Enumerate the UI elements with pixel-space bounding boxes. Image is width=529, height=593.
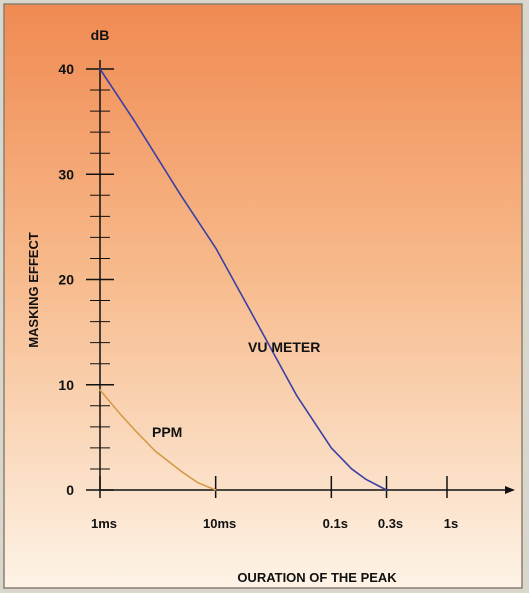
series-line-ppm [99, 389, 217, 491]
x-tick-label: 0.3s [378, 516, 403, 531]
x-tick-label: 0.1s [323, 516, 348, 531]
y-tick-label: 30 [58, 166, 74, 182]
y-unit-label: dB [91, 27, 110, 43]
y-tick-label: 10 [58, 377, 74, 393]
x-axis-arrow [505, 486, 515, 494]
series-label-vu-meter: VU METER [248, 339, 320, 355]
x-tick-label: 1ms [91, 516, 117, 531]
y-axis-label: MASKING EFFECT [26, 232, 41, 348]
x-tick-label: 10ms [203, 516, 236, 531]
x-tick-label: 1s [444, 516, 458, 531]
chart-panel [3, 3, 523, 589]
x-axis-label: OURATION OF THE PEAK [237, 570, 397, 585]
series-label-ppm: PPM [152, 424, 182, 440]
tick-marks: 0 10 20 30 40 1ms 10ms 0.1s 0.3s 1s [58, 61, 458, 531]
y-tick-label: 40 [58, 61, 74, 77]
y-tick-label: 20 [58, 272, 74, 288]
series-lines [99, 68, 388, 491]
y-tick-label: 0 [66, 482, 74, 498]
series-line-vu-meter [99, 68, 388, 491]
